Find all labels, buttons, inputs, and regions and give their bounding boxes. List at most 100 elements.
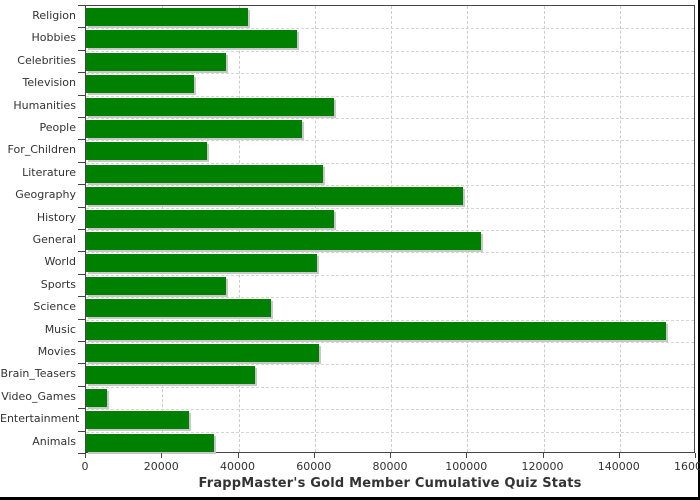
y-axis-label: Video_Games	[1, 389, 76, 403]
y-axis-label: Science	[33, 300, 76, 314]
x-axis-tick-label: 0	[81, 460, 89, 473]
vertical-gridline	[314, 6, 316, 452]
x-axis-tick	[466, 453, 468, 458]
horizontal-gridline	[86, 207, 694, 209]
y-axis-tick	[78, 72, 85, 74]
x-axis-tick	[390, 453, 391, 458]
bar-world	[86, 254, 317, 273]
horizontal-gridline	[86, 162, 694, 164]
vertical-gridline	[543, 6, 545, 452]
bar-history	[86, 209, 334, 228]
chart-title: FrappMaster's Gold Member Cumulative Qui…	[198, 476, 582, 491]
x-axis-tick-label: 20000	[143, 460, 179, 473]
bar-science	[86, 299, 271, 318]
y-axis-tick	[78, 341, 85, 342]
y-axis-tick	[78, 184, 85, 186]
y-axis-label: General	[32, 233, 76, 246]
y-axis-tick	[78, 273, 85, 275]
x-axis-tick-label: 160000	[674, 460, 700, 473]
vertical-gridline	[162, 6, 164, 452]
y-axis-tick	[78, 363, 85, 365]
y-axis-tick	[78, 453, 85, 454]
horizontal-gridline	[86, 185, 694, 187]
y-axis-label: Entertainment	[0, 412, 80, 426]
x-axis-tick-label: 100000	[445, 460, 488, 473]
y-axis-tick	[78, 296, 85, 298]
x-axis-tick	[695, 453, 696, 458]
y-axis-tick	[78, 5, 85, 6]
y-axis-label: For_Children	[7, 143, 76, 157]
horizontal-gridline	[86, 319, 694, 321]
bar-for_children	[86, 142, 208, 161]
vertical-gridline	[467, 6, 469, 452]
plot-area	[85, 5, 695, 453]
y-axis-tick	[78, 139, 85, 141]
x-axis-tick-label: 140000	[597, 460, 640, 473]
y-axis-tick	[78, 117, 85, 118]
horizontal-gridline	[86, 252, 694, 254]
horizontal-gridline	[86, 95, 694, 97]
y-axis-label: Celebrities	[17, 53, 76, 67]
horizontal-gridline	[86, 28, 694, 30]
x-axis-tick	[161, 453, 163, 458]
bar-humanities	[86, 97, 334, 116]
x-axis-tick-label: 60000	[296, 460, 332, 473]
bar-general	[86, 232, 482, 250]
vertical-gridline	[619, 6, 621, 452]
y-axis-tick	[78, 385, 85, 387]
y-axis-tick	[78, 408, 85, 410]
y-axis-label: Brain_Teasers	[0, 367, 76, 381]
horizontal-gridline	[86, 73, 694, 75]
y-axis-label: Hobbies	[31, 31, 76, 45]
horizontal-gridline	[86, 386, 694, 388]
horizontal-gridline	[86, 140, 694, 142]
y-axis-label: Television	[22, 76, 77, 90]
y-axis-label: People	[39, 121, 76, 134]
vertical-gridline	[391, 6, 392, 452]
horizontal-gridline	[86, 230, 694, 231]
y-axis-label: Literature	[22, 165, 76, 179]
bar-video_games	[86, 388, 107, 407]
y-axis-label: World	[44, 255, 76, 269]
x-axis-tick	[237, 453, 239, 458]
y-axis-label: Music	[44, 322, 76, 336]
y-axis-label: Religion	[32, 9, 76, 22]
y-axis-label: Humanities	[13, 98, 76, 112]
y-axis-tick	[78, 161, 85, 163]
x-axis-tick-label: 120000	[521, 460, 564, 473]
bar-television	[86, 75, 195, 94]
horizontal-gridline	[86, 431, 694, 433]
y-axis-tick	[78, 94, 85, 96]
y-axis-tick	[78, 318, 85, 320]
horizontal-gridline	[86, 409, 694, 411]
x-axis-tick-label: 80000	[372, 460, 408, 473]
horizontal-gridline	[86, 364, 694, 366]
x-axis-tick	[313, 453, 315, 458]
bar-geography	[86, 187, 464, 206]
y-axis-label: Movies	[37, 345, 76, 358]
bar-people	[86, 120, 302, 138]
y-axis-label: Geography	[15, 188, 76, 202]
y-axis-tick	[78, 251, 85, 253]
y-axis-tick	[78, 49, 85, 51]
y-axis-label: Sports	[40, 277, 76, 291]
bar-religion	[86, 8, 249, 26]
y-axis-label: History	[36, 210, 76, 224]
bar-hobbies	[86, 30, 297, 49]
bar-movies	[86, 344, 320, 362]
bar-music	[86, 321, 666, 340]
bar-literature	[86, 164, 324, 183]
y-axis-tick	[78, 27, 85, 29]
bar-sports	[86, 276, 226, 295]
x-axis-tick	[85, 453, 86, 458]
horizontal-gridline	[86, 274, 694, 276]
x-axis-tick-label: 40000	[220, 460, 255, 473]
horizontal-gridline	[86, 297, 694, 299]
horizontal-gridline	[86, 342, 694, 343]
x-axis-tick	[618, 453, 620, 458]
bar-animals	[86, 433, 215, 452]
horizontal-gridline	[86, 50, 694, 52]
vertical-gridline	[238, 6, 240, 452]
bar-brain_teasers	[86, 366, 256, 385]
